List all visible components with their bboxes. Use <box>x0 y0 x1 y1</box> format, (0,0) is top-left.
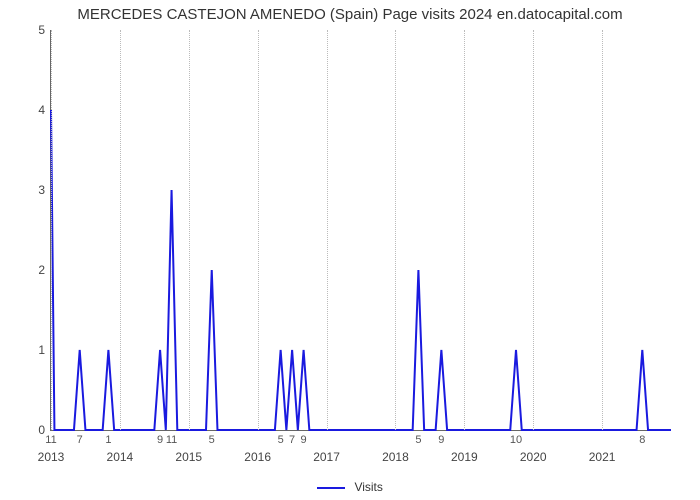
year-gridline <box>464 30 465 430</box>
x-point-label: 5 <box>278 430 284 446</box>
y-tick-label: 1 <box>38 343 51 357</box>
year-gridline <box>327 30 328 430</box>
year-gridline <box>602 30 603 430</box>
x-year-label: 2020 <box>520 430 547 464</box>
plot-area: 0123452013201420152016201720182019202020… <box>50 30 671 431</box>
x-point-label: 5 <box>209 430 215 446</box>
year-gridline <box>395 30 396 430</box>
x-year-label: 2019 <box>451 430 478 464</box>
year-gridline <box>189 30 190 430</box>
x-point-label: 11 <box>45 430 56 446</box>
year-gridline <box>51 30 52 430</box>
x-year-label: 2015 <box>175 430 202 464</box>
legend-label: Visits <box>354 480 382 494</box>
y-tick-label: 3 <box>38 183 51 197</box>
year-gridline <box>258 30 259 430</box>
y-tick-label: 2 <box>38 263 51 277</box>
x-year-label: 2016 <box>244 430 271 464</box>
x-point-label: 9 <box>438 430 444 446</box>
x-point-label: 7 <box>77 430 83 446</box>
visits-line <box>51 30 671 430</box>
x-year-label: 2018 <box>382 430 409 464</box>
legend-swatch <box>317 487 345 489</box>
year-gridline <box>533 30 534 430</box>
x-point-label: 8 <box>639 430 645 446</box>
x-point-label: 9 <box>157 430 163 446</box>
x-point-label: 7 <box>289 430 295 446</box>
x-year-label: 2021 <box>589 430 616 464</box>
chart-title: MERCEDES CASTEJON AMENEDO (Spain) Page v… <box>0 6 700 23</box>
x-point-label: 1 <box>105 430 111 446</box>
y-tick-label: 4 <box>38 103 51 117</box>
y-tick-label: 5 <box>38 23 51 37</box>
x-point-label: 5 <box>415 430 421 446</box>
x-point-label: 11 <box>166 430 177 446</box>
x-point-label: 9 <box>301 430 307 446</box>
year-gridline <box>120 30 121 430</box>
legend: Visits <box>0 480 700 494</box>
x-point-label: 10 <box>510 430 522 446</box>
x-year-label: 2017 <box>313 430 340 464</box>
visits-series-path <box>51 110 671 430</box>
